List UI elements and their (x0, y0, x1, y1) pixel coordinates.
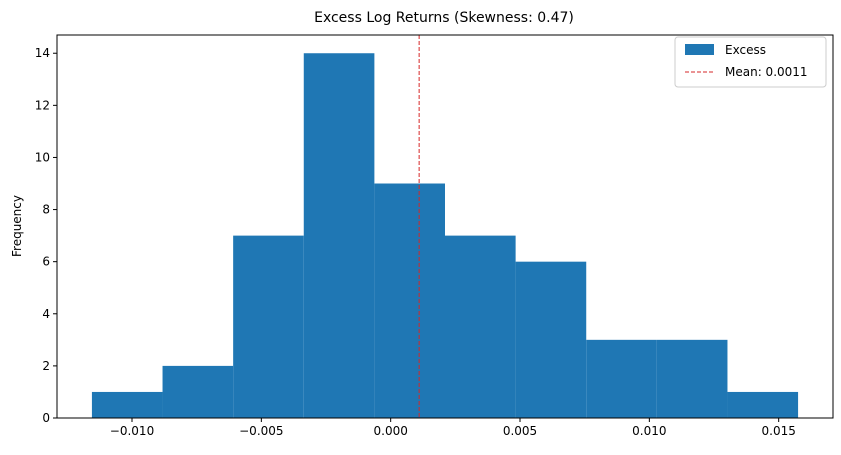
histogram-bar-1 (162, 365, 234, 418)
histogram-bar-2 (233, 235, 304, 418)
histogram-bar-0 (91, 391, 163, 418)
y-tick-label: 10 (35, 150, 50, 164)
histogram-bar-3 (303, 53, 375, 418)
legend-label-mean: Mean: 0.0011 (725, 65, 808, 79)
y-axis-ticks: 0 2 4 6 8 10 12 14 (35, 46, 57, 425)
chart-title: Excess Log Returns (Skewness: 0.47) (314, 10, 574, 26)
legend-label-excess: Excess (725, 43, 766, 57)
histogram-bar-4 (374, 183, 445, 418)
histogram-bars (91, 53, 799, 418)
x-tick-label: 0.000 (374, 424, 408, 438)
legend: Excess Mean: 0.0011 (674, 36, 827, 88)
histogram-bar-5 (445, 235, 516, 418)
histogram-bar-6 (515, 261, 587, 418)
histogram-bar-8 (656, 339, 728, 418)
histogram-bar-9 (727, 391, 799, 418)
x-axis-ticks: −0.010 −0.005 0.000 0.005 0.010 0.015 (110, 418, 796, 438)
y-axis-label: Frequency (10, 195, 24, 257)
axes-frame (56, 34, 834, 419)
y-tick-label: 2 (42, 359, 50, 373)
y-tick-label: 6 (42, 255, 50, 269)
x-tick-label: 0.005 (503, 424, 537, 438)
x-tick-label: 0.010 (632, 424, 666, 438)
y-tick-label: 8 (42, 203, 50, 217)
y-tick-label: 12 (35, 98, 50, 112)
x-tick-label: 0.015 (762, 424, 796, 438)
y-tick-label: 4 (42, 307, 50, 321)
histogram-bar-7 (586, 339, 657, 418)
y-tick-label: 0 (42, 411, 50, 425)
legend-swatch-excess (685, 44, 714, 55)
y-tick-label: 14 (35, 46, 50, 60)
x-tick-label: −0.010 (110, 424, 154, 438)
x-tick-label: −0.005 (239, 424, 283, 438)
